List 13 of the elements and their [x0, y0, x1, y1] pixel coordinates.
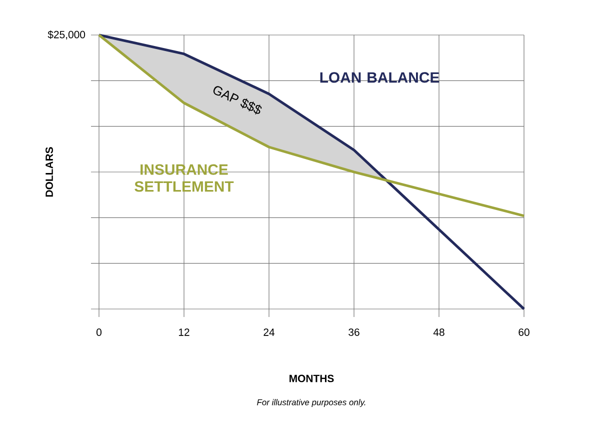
- x-tick-label: 24: [264, 328, 274, 336]
- text: LOAN BALANCE: [320, 72, 440, 83]
- x-tick-label: 12: [178, 328, 190, 336]
- x-tick-label: 36: [348, 328, 360, 336]
- text: For illustrative purposes only.: [257, 399, 366, 407]
- x-tick-label: 0: [96, 328, 102, 336]
- annotation: $25,000: [48, 30, 86, 40]
- x-tick-label: 60: [518, 328, 530, 336]
- text: INSURANCE SETTLEMENT: [134, 164, 234, 192]
- annotation: GAP $$$: [213, 86, 262, 114]
- x-axis-title: MONTHS: [290, 374, 334, 382]
- y-axis-title: DOLLARS: [46, 147, 53, 197]
- x-tick-label: 48: [433, 328, 444, 336]
